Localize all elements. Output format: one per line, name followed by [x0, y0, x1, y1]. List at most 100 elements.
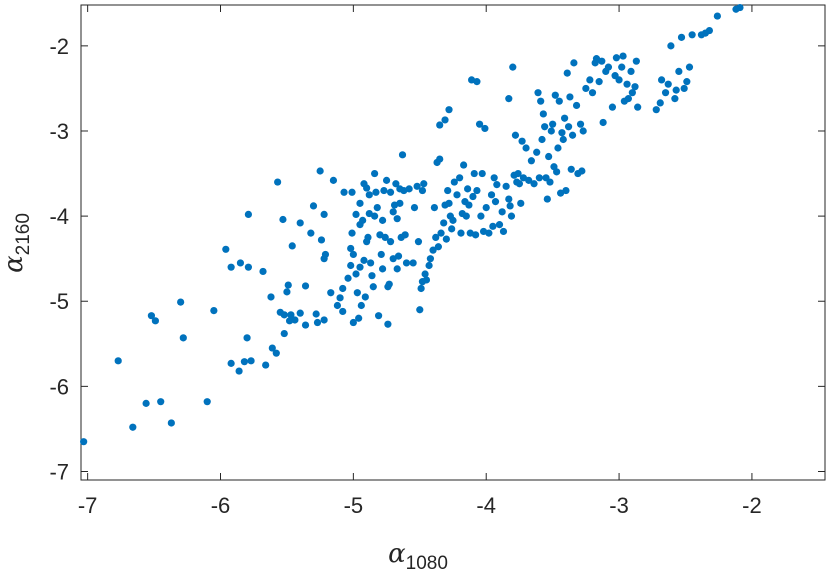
data-point	[612, 54, 621, 62]
data-point	[386, 188, 395, 196]
data-point	[511, 131, 520, 139]
data-point	[410, 203, 419, 212]
data-point	[432, 233, 440, 241]
data-point	[142, 399, 150, 407]
data-point	[561, 114, 569, 122]
x-axis-label: α1080	[388, 539, 448, 573]
data-point	[518, 137, 526, 145]
data-point	[227, 359, 235, 367]
data-point	[713, 12, 721, 20]
data-point	[664, 80, 672, 88]
data-point	[361, 293, 369, 301]
y-tick-label: -6	[49, 374, 69, 399]
data-point	[448, 225, 456, 233]
data-point	[475, 120, 484, 128]
data-point	[301, 321, 310, 329]
data-point	[671, 95, 679, 103]
data-point	[384, 320, 392, 328]
axis-ticks	[81, 5, 825, 480]
y-axis-label-symbol: α	[0, 255, 29, 273]
data-point	[555, 97, 563, 105]
data-point	[436, 121, 444, 129]
data-point	[151, 317, 159, 325]
data-point	[347, 261, 355, 270]
data-point	[364, 233, 372, 241]
data-point	[534, 89, 542, 97]
data-point	[495, 221, 504, 229]
data-point	[562, 186, 570, 195]
data-point	[471, 231, 480, 239]
data-point	[356, 199, 364, 207]
data-point	[656, 99, 664, 107]
data-point	[619, 52, 627, 60]
data-point	[316, 167, 324, 175]
data-point	[347, 244, 355, 253]
data-point	[339, 307, 347, 316]
data-point	[147, 312, 156, 320]
plot-area	[80, 4, 826, 481]
data-point	[373, 203, 381, 212]
data-point	[413, 182, 421, 190]
data-point	[688, 31, 696, 39]
data-point	[381, 233, 389, 241]
data-point	[375, 312, 383, 320]
data-point	[624, 95, 632, 103]
data-point	[287, 311, 295, 319]
tick-labels: -7 -6 -5 -4 -3 -2 -7 -6 -5 -4 -3 -2	[49, 34, 761, 518]
data-point	[417, 284, 425, 293]
data-point	[677, 33, 686, 41]
data-point	[441, 116, 449, 124]
data-point	[288, 242, 296, 250]
data-point	[657, 76, 666, 84]
data-point	[267, 293, 275, 301]
data-point	[429, 246, 437, 254]
data-point	[203, 398, 211, 406]
data-point	[469, 192, 477, 201]
data-point	[418, 186, 427, 195]
data-point	[396, 199, 404, 207]
data-point	[414, 238, 423, 246]
data-point	[425, 261, 433, 270]
data-point	[582, 84, 590, 93]
data-point	[296, 309, 304, 317]
data-point	[539, 110, 547, 118]
data-point	[470, 169, 478, 178]
y-tick-label: -5	[49, 289, 69, 314]
data-point	[445, 106, 453, 114]
data-point	[543, 195, 551, 203]
data-point	[554, 144, 562, 152]
data-point	[367, 259, 375, 267]
data-point	[372, 188, 380, 196]
data-point	[566, 93, 574, 101]
data-point	[284, 281, 292, 289]
data-point	[247, 357, 255, 365]
data-point	[368, 272, 376, 280]
data-point	[615, 76, 623, 84]
data-point	[236, 259, 245, 267]
data-point	[445, 199, 453, 207]
data-point	[344, 274, 352, 282]
data-point	[409, 259, 417, 267]
data-point	[167, 419, 175, 427]
data-point	[506, 202, 514, 210]
data-point	[546, 178, 554, 186]
data-point	[259, 267, 267, 276]
x-tick-label: -6	[211, 493, 231, 518]
data-point	[359, 216, 367, 224]
data-point	[489, 222, 497, 230]
data-point	[402, 259, 411, 267]
data-point	[535, 174, 543, 182]
data-point	[244, 210, 252, 219]
y-tick-label: -7	[49, 459, 69, 484]
data-point	[301, 282, 310, 290]
data-point	[393, 265, 401, 273]
data-point	[457, 229, 465, 237]
data-point	[576, 120, 585, 128]
data-point	[538, 135, 546, 144]
data-point	[401, 231, 409, 239]
data-point	[353, 289, 361, 297]
data-point	[371, 169, 379, 178]
data-point	[274, 178, 282, 186]
data-point	[355, 314, 363, 322]
